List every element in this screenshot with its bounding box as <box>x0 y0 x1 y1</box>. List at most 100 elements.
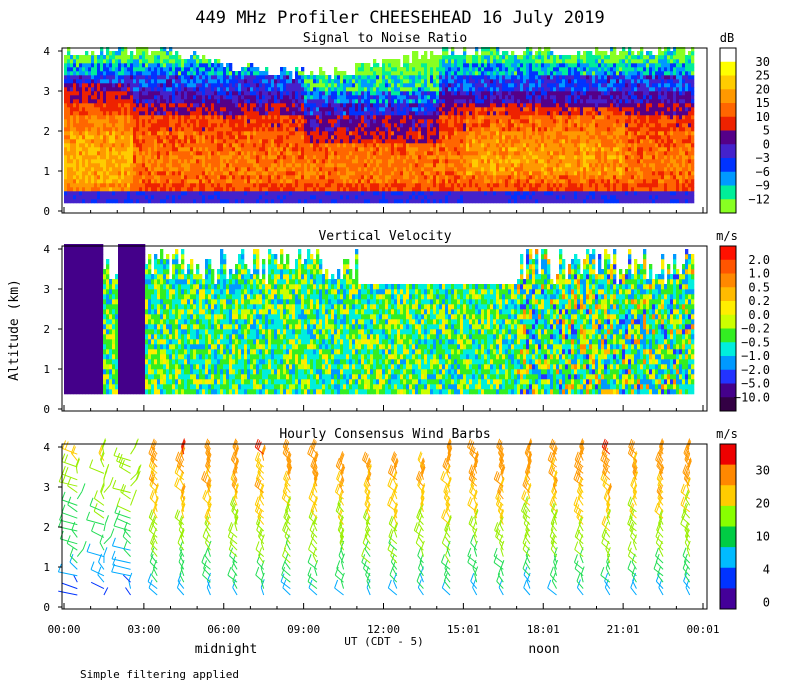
snr-cell <box>448 135 452 140</box>
snr-cell <box>118 175 122 180</box>
snr-cell <box>400 171 404 176</box>
snr-cell <box>202 119 206 124</box>
snr-cell <box>94 191 98 196</box>
snr-cell <box>424 115 428 120</box>
snr-cell <box>343 119 347 124</box>
snr-cell <box>457 191 461 196</box>
snr-cell <box>448 131 452 136</box>
snr-cell <box>310 191 314 196</box>
snr-cell <box>127 143 131 148</box>
snr-cell <box>304 95 308 100</box>
snr-cell <box>331 163 335 168</box>
snr-cell <box>370 111 374 116</box>
snr-cell <box>232 143 236 148</box>
snr-cell <box>337 95 341 100</box>
snr-cell <box>445 191 449 196</box>
snr-cell <box>130 107 134 112</box>
snr-cell <box>175 119 179 124</box>
snr-cell <box>481 187 485 192</box>
snr-cell <box>412 179 416 184</box>
snr-cell <box>334 91 338 96</box>
snr-cell <box>394 107 398 112</box>
snr-cell <box>145 91 149 96</box>
snr-cell <box>64 75 68 80</box>
snr-cell <box>448 183 452 188</box>
snr-cell <box>64 155 68 160</box>
snr-cell <box>394 123 398 128</box>
snr-cell <box>439 123 443 128</box>
snr-cell <box>358 127 362 132</box>
snr-cell <box>460 95 464 100</box>
snr-cell <box>178 143 182 148</box>
snr-cell <box>463 167 467 172</box>
snr-cell <box>367 195 371 200</box>
snr-cell <box>136 59 140 64</box>
snr-cell <box>391 191 395 196</box>
snr-cell <box>154 87 158 92</box>
snr-cell <box>478 131 482 136</box>
snr-cell <box>394 151 398 156</box>
snr-cell <box>232 123 236 128</box>
snr-cell <box>475 123 479 128</box>
snr-cell <box>451 167 455 172</box>
snr-cell <box>451 155 455 160</box>
snr-cell <box>142 119 146 124</box>
snr-cell <box>124 107 128 112</box>
snr-cell <box>358 147 362 152</box>
snr-cell <box>373 59 377 64</box>
snr-cell <box>379 79 383 84</box>
snr-cell <box>454 155 458 160</box>
snr-cell <box>142 115 146 120</box>
snr-cell <box>160 135 164 140</box>
snr-cell <box>463 51 467 56</box>
snr-cell <box>130 87 134 92</box>
snr-cell <box>205 175 209 180</box>
snr-cell <box>430 63 434 68</box>
snr-cell <box>418 111 422 116</box>
snr-cell <box>472 147 476 152</box>
snr-cell <box>223 123 227 128</box>
snr-cell <box>163 79 167 84</box>
snr-cell <box>250 63 254 68</box>
snr-cell <box>322 187 326 192</box>
snr-cell <box>277 143 281 148</box>
snr-cell <box>181 159 185 164</box>
snr-cell <box>94 175 98 180</box>
snr-cell <box>433 159 437 164</box>
snr-cell <box>175 143 179 148</box>
snr-cell <box>403 55 407 60</box>
snr-cell <box>274 175 278 180</box>
snr-cell <box>352 179 356 184</box>
snr-cell <box>346 183 350 188</box>
snr-cell <box>235 95 239 100</box>
snr-cell <box>289 159 293 164</box>
snr-cell <box>172 59 176 64</box>
snr-cell <box>304 155 308 160</box>
snr-cell <box>448 103 452 108</box>
snr-cell <box>184 163 188 168</box>
snr-cell <box>106 51 110 56</box>
snr-cell <box>85 155 89 160</box>
snr-cell <box>178 187 182 192</box>
snr-cell <box>196 87 200 92</box>
snr-cell <box>214 171 218 176</box>
snr-cell <box>259 135 263 140</box>
snr-cell <box>307 115 311 120</box>
snr-cell <box>247 103 251 108</box>
snr-cell <box>175 179 179 184</box>
snr-cell <box>355 135 359 140</box>
snr-cell <box>76 143 80 148</box>
snr-cell <box>376 95 380 100</box>
snr-cell <box>448 147 452 152</box>
snr-cell <box>67 179 71 184</box>
snr-cell <box>121 167 125 172</box>
snr-cell <box>280 159 284 164</box>
snr-cell <box>175 59 179 64</box>
snr-cell <box>205 99 209 104</box>
snr-cell <box>88 67 92 72</box>
snr-cell <box>220 143 224 148</box>
snr-cell <box>451 119 455 124</box>
snr-cell <box>106 87 110 92</box>
snr-cell <box>136 67 140 72</box>
snr-cell <box>286 175 290 180</box>
